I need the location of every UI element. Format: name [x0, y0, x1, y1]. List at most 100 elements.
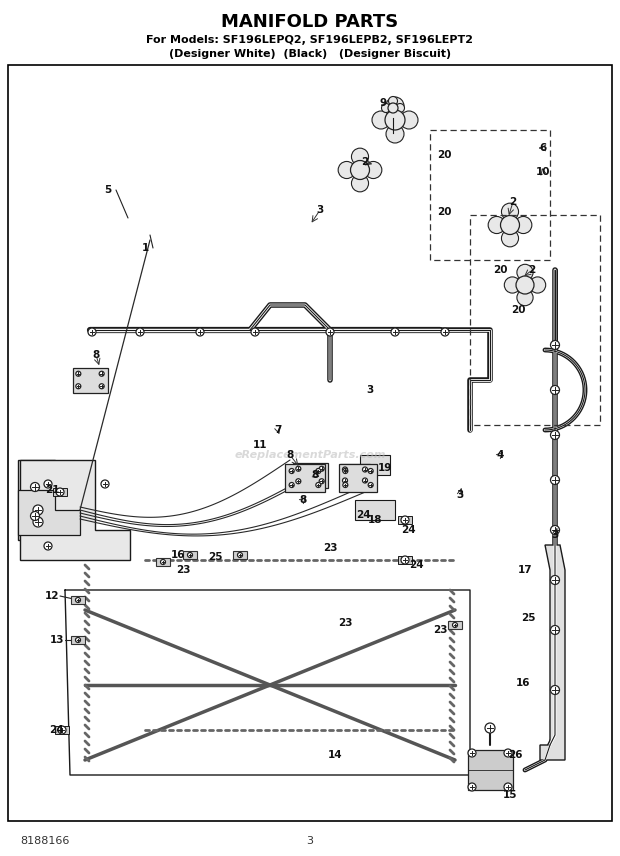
- Circle shape: [488, 217, 505, 234]
- Circle shape: [316, 468, 321, 473]
- Circle shape: [343, 468, 348, 473]
- Circle shape: [33, 517, 43, 527]
- Circle shape: [326, 328, 334, 336]
- Text: 16: 16: [170, 550, 185, 560]
- Text: 18: 18: [368, 515, 383, 525]
- Circle shape: [389, 97, 397, 105]
- Text: For Models: SF196LEPQ2, SF196LEPB2, SF196LEPT2: For Models: SF196LEPQ2, SF196LEPB2, SF19…: [146, 35, 474, 45]
- Circle shape: [251, 328, 259, 336]
- Bar: [71, 636, 85, 644]
- Circle shape: [401, 556, 409, 564]
- Bar: [293, 462, 327, 488]
- Text: 3: 3: [366, 385, 374, 395]
- Circle shape: [502, 203, 518, 220]
- Text: 23: 23: [338, 618, 352, 628]
- Circle shape: [296, 479, 301, 484]
- Circle shape: [551, 626, 559, 634]
- Text: 19: 19: [378, 463, 392, 473]
- Circle shape: [516, 276, 534, 294]
- Text: 6: 6: [539, 143, 547, 153]
- Circle shape: [504, 749, 512, 757]
- Polygon shape: [18, 490, 80, 535]
- Circle shape: [388, 103, 398, 113]
- Circle shape: [385, 110, 405, 130]
- Text: 20: 20: [436, 207, 451, 217]
- Circle shape: [551, 575, 559, 585]
- Circle shape: [396, 104, 404, 112]
- Text: 20: 20: [511, 305, 525, 315]
- Circle shape: [500, 216, 520, 235]
- Bar: [470, 215, 600, 425]
- Circle shape: [386, 125, 404, 143]
- Text: 25: 25: [521, 613, 535, 623]
- Circle shape: [338, 162, 355, 179]
- Circle shape: [319, 467, 324, 472]
- Circle shape: [529, 276, 546, 293]
- Circle shape: [468, 783, 476, 791]
- Circle shape: [76, 597, 81, 603]
- Text: eReplacementParts.com: eReplacementParts.com: [234, 450, 386, 460]
- Text: 3: 3: [551, 530, 559, 540]
- Circle shape: [504, 783, 512, 791]
- Bar: [398, 516, 412, 524]
- Text: 4: 4: [497, 450, 503, 460]
- Circle shape: [33, 505, 43, 515]
- Text: 2: 2: [361, 157, 369, 167]
- Circle shape: [136, 328, 144, 336]
- Bar: [73, 367, 107, 393]
- Circle shape: [441, 328, 449, 336]
- Text: 24: 24: [409, 560, 423, 570]
- Circle shape: [551, 385, 559, 395]
- Circle shape: [237, 552, 242, 557]
- Circle shape: [504, 276, 521, 293]
- Circle shape: [389, 110, 397, 120]
- Circle shape: [515, 217, 532, 234]
- Text: 3: 3: [316, 205, 324, 215]
- Bar: [339, 464, 377, 492]
- Text: 24: 24: [49, 725, 63, 735]
- Circle shape: [517, 265, 533, 281]
- Polygon shape: [360, 455, 390, 475]
- Text: 8: 8: [92, 350, 100, 360]
- Text: 16: 16: [516, 678, 530, 688]
- Text: 13: 13: [50, 635, 64, 645]
- Text: (Designer White)  (Black)   (Designer Biscuit): (Designer White) (Black) (Designer Biscu…: [169, 49, 451, 59]
- Bar: [467, 750, 513, 790]
- Circle shape: [391, 328, 399, 336]
- Circle shape: [319, 479, 324, 484]
- Polygon shape: [18, 460, 78, 540]
- Circle shape: [551, 475, 559, 484]
- Text: 2: 2: [510, 197, 516, 207]
- Polygon shape: [355, 500, 395, 520]
- Bar: [340, 464, 370, 486]
- Bar: [156, 558, 170, 566]
- Circle shape: [363, 467, 368, 472]
- Text: 8: 8: [311, 470, 319, 480]
- Bar: [285, 464, 325, 492]
- Text: 24: 24: [356, 510, 370, 520]
- Circle shape: [342, 467, 347, 472]
- Bar: [398, 556, 412, 564]
- Circle shape: [161, 560, 166, 564]
- Text: 15: 15: [503, 790, 517, 800]
- Polygon shape: [20, 460, 130, 560]
- Circle shape: [551, 341, 559, 349]
- Circle shape: [30, 483, 40, 491]
- Circle shape: [76, 638, 81, 643]
- Circle shape: [56, 488, 64, 496]
- Text: 7: 7: [274, 425, 281, 435]
- Circle shape: [76, 383, 81, 389]
- Circle shape: [365, 162, 382, 179]
- Circle shape: [30, 512, 40, 520]
- Text: MANIFOLD PARTS: MANIFOLD PARTS: [221, 13, 399, 31]
- Circle shape: [368, 483, 373, 488]
- Text: 24: 24: [401, 525, 415, 535]
- Circle shape: [88, 328, 96, 336]
- Bar: [183, 551, 197, 559]
- Text: 10: 10: [536, 167, 551, 177]
- Circle shape: [453, 622, 458, 627]
- Circle shape: [485, 723, 495, 733]
- Circle shape: [342, 478, 347, 483]
- Text: 21: 21: [45, 485, 60, 495]
- Bar: [53, 488, 67, 496]
